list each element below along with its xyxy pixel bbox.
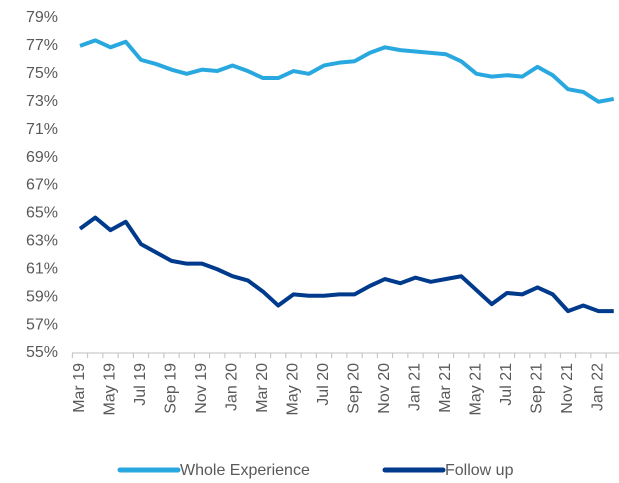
- y-tick-label: 57%: [26, 316, 58, 333]
- y-tick-label: 69%: [26, 149, 58, 166]
- x-tick-label: Jan 21: [407, 363, 424, 411]
- x-tick-label: Sep 19: [163, 363, 180, 414]
- y-tick-label: 71%: [26, 121, 58, 138]
- x-tick-label: Nov 19: [193, 363, 210, 414]
- x-tick-label: May 19: [102, 363, 119, 416]
- series-line: [78, 215, 614, 314]
- series-line: [79, 38, 615, 104]
- y-tick-label: 75%: [26, 65, 58, 82]
- y-tick-label: 55%: [26, 344, 58, 361]
- y-tick-label: 65%: [26, 205, 58, 222]
- x-tick-label: Nov 20: [376, 363, 393, 414]
- legend-label: Follow up: [445, 462, 514, 479]
- x-tick-label: May 20: [285, 363, 302, 416]
- x-tick-label: Nov 21: [559, 363, 576, 414]
- y-tick-label: 79%: [26, 9, 58, 26]
- x-tick-label: Mar 19: [71, 363, 88, 413]
- x-tick-label: Jan 20: [224, 363, 241, 411]
- x-tick-label: Jan 22: [590, 363, 607, 411]
- y-tick-label: 77%: [26, 37, 58, 54]
- y-tick-label: 61%: [26, 260, 58, 277]
- x-tick-label: Mar 21: [437, 363, 454, 413]
- x-tick-label: Jul 21: [498, 363, 515, 406]
- y-tick-label: 73%: [26, 93, 58, 110]
- y-tick-label: 59%: [26, 288, 58, 305]
- y-tick-label: 63%: [26, 233, 58, 250]
- x-tick-label: Jul 20: [315, 363, 332, 406]
- x-tick-label: Sep 20: [346, 363, 363, 414]
- x-tick-label: Sep 21: [529, 363, 546, 414]
- y-tick-label: 67%: [26, 177, 58, 194]
- x-tick-label: May 21: [468, 363, 485, 416]
- x-tick-label: Mar 20: [254, 363, 271, 413]
- legend-label: Whole Experience: [180, 462, 310, 479]
- x-tick-label: Jul 19: [132, 363, 149, 406]
